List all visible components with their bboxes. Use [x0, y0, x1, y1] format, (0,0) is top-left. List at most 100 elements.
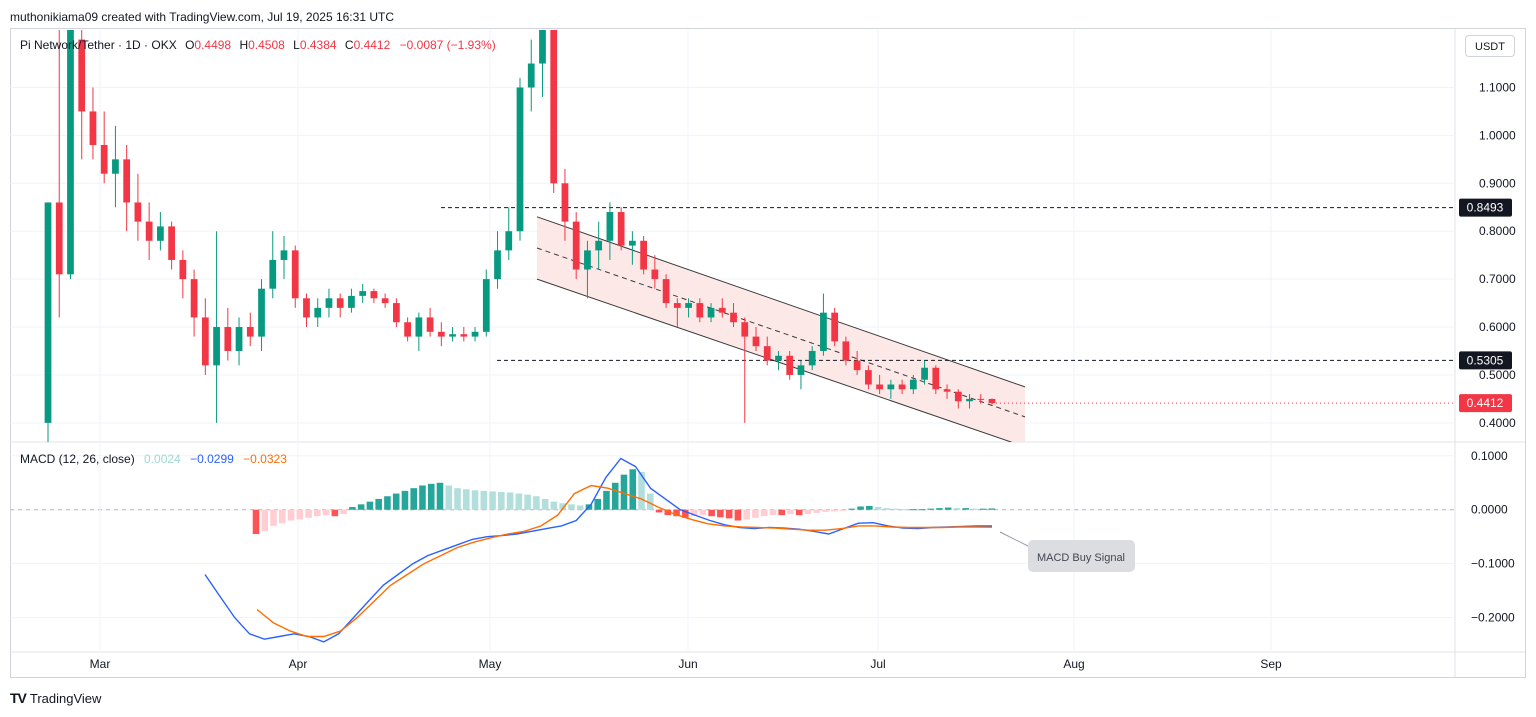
macd-histogram-bar: [375, 498, 382, 510]
macd-histogram-bar: [690, 509, 698, 517]
macd-histogram-bar: [664, 509, 672, 516]
macd-histogram-bar: [708, 509, 715, 517]
candle-body: [482, 279, 490, 332]
candle-body: [78, 39, 86, 112]
candle-body: [348, 295, 355, 308]
macd-histogram-bar: [682, 509, 689, 518]
macd-histogram-value: 0.0024: [144, 452, 181, 466]
candle-body: [741, 322, 749, 337]
macd-line-value: −0.0299: [190, 452, 234, 466]
annotation-text: MACD Buy Signal: [1037, 552, 1125, 564]
macd-histogram-bar: [839, 509, 847, 511]
macd-histogram-bar: [638, 471, 645, 510]
macd-histogram-bar: [603, 490, 610, 510]
macd-histogram-bar: [813, 509, 821, 513]
time-tick-label: Apr: [289, 657, 308, 671]
candle-body: [775, 355, 782, 361]
low-value: 0.4384: [299, 38, 337, 52]
macd-histogram-bar: [550, 501, 558, 510]
price-pane: [44, 30, 1455, 442]
macd-pane: [204, 457, 996, 643]
macd-histogram-bar: [305, 509, 312, 518]
candle-body: [201, 317, 209, 366]
candle-body: [797, 365, 805, 375]
time-tick-label: Sep: [1260, 657, 1282, 671]
candle-body: [550, 30, 558, 184]
candle-body: [763, 346, 771, 361]
time-tick-label: Jun: [678, 657, 697, 671]
macd-signal-value: −0.0323: [243, 452, 287, 466]
currency-button[interactable]: USDT: [1465, 35, 1515, 57]
macd-histogram-bar: [480, 490, 488, 510]
candle-body: [190, 279, 198, 318]
macd-histogram-bar: [436, 482, 444, 510]
macd-signal-line: [256, 484, 993, 638]
candle-body: [123, 159, 131, 203]
macd-histogram-bar: [909, 509, 917, 511]
candle-body: [932, 367, 940, 390]
candle-body: [291, 250, 299, 299]
candle-body: [415, 317, 423, 337]
candle-body: [887, 384, 895, 390]
candle-body: [516, 87, 524, 232]
open-value: 0.4498: [194, 38, 232, 52]
candle-body: [629, 240, 636, 246]
macd-histogram-bar: [866, 505, 873, 510]
macd-histogram-bar: [778, 509, 785, 516]
symbol-name[interactable]: Pi Network/Tether · 1D · OKX: [20, 38, 177, 52]
candle-body: [595, 240, 603, 251]
macd-legend: MACD (12, 26, close) 0.0024 −0.0299 −0.0…: [20, 452, 287, 466]
level-price-tag: [1459, 198, 1512, 217]
candle-body: [718, 307, 726, 313]
macd-histogram-bar: [979, 508, 987, 510]
candle-body: [752, 336, 760, 347]
price-tick-label: 0.9000: [1479, 176, 1516, 190]
low-label: L: [293, 38, 300, 52]
macd-histogram-bar: [559, 503, 566, 510]
candle-body: [696, 303, 704, 318]
macd-histogram-bar: [699, 509, 707, 516]
macd-histogram-bar: [892, 508, 899, 510]
candle-body: [988, 398, 996, 404]
macd-histogram-bar: [506, 492, 514, 510]
tradingview-logo[interactable]: TV TradingView: [10, 690, 101, 706]
candle-body: [539, 30, 546, 64]
candle-body: [179, 259, 187, 280]
price-tick-label: 0.8000: [1479, 224, 1516, 238]
candle-body: [145, 221, 153, 241]
time-tick-label: May: [479, 657, 502, 671]
candle-body: [561, 183, 569, 222]
macd-histogram-bar: [857, 506, 864, 510]
macd-histogram-bar: [357, 504, 365, 510]
candle-body: [381, 298, 389, 304]
macd-label[interactable]: MACD (12, 26, close): [20, 452, 135, 466]
macd-histogram-bar: [392, 493, 400, 510]
last-price-tag: [1459, 394, 1512, 413]
macd-histogram-bar: [576, 505, 584, 510]
candle-body: [280, 250, 288, 260]
candle-body: [89, 111, 97, 145]
macd-tick-label: 0.0000: [1471, 503, 1508, 517]
macd-histogram-bar: [962, 508, 969, 510]
macd-tick-label: 0.1000: [1471, 449, 1508, 463]
macd-histogram-bar: [822, 509, 829, 512]
high-value: 0.4508: [248, 38, 285, 52]
macd-histogram-bar: [804, 509, 812, 515]
candle-body: [707, 307, 715, 318]
macd-histogram-bar: [927, 508, 934, 510]
macd-histogram-bar: [445, 485, 453, 510]
candle-body: [246, 327, 254, 337]
candle-body: [134, 202, 142, 222]
macd-histogram-bar: [454, 488, 461, 510]
candle-body: [865, 370, 872, 385]
time-tick-label: Mar: [90, 657, 111, 671]
macd-histogram-bar: [279, 509, 286, 524]
macd-histogram-bar: [611, 482, 619, 510]
candle-body: [853, 360, 861, 371]
candle-body: [876, 384, 883, 390]
macd-histogram-bar: [901, 509, 908, 511]
time-tick-label: Jul: [870, 657, 885, 671]
macd-histogram-bar: [541, 498, 549, 510]
price-tick-label: 0.7000: [1479, 272, 1516, 286]
